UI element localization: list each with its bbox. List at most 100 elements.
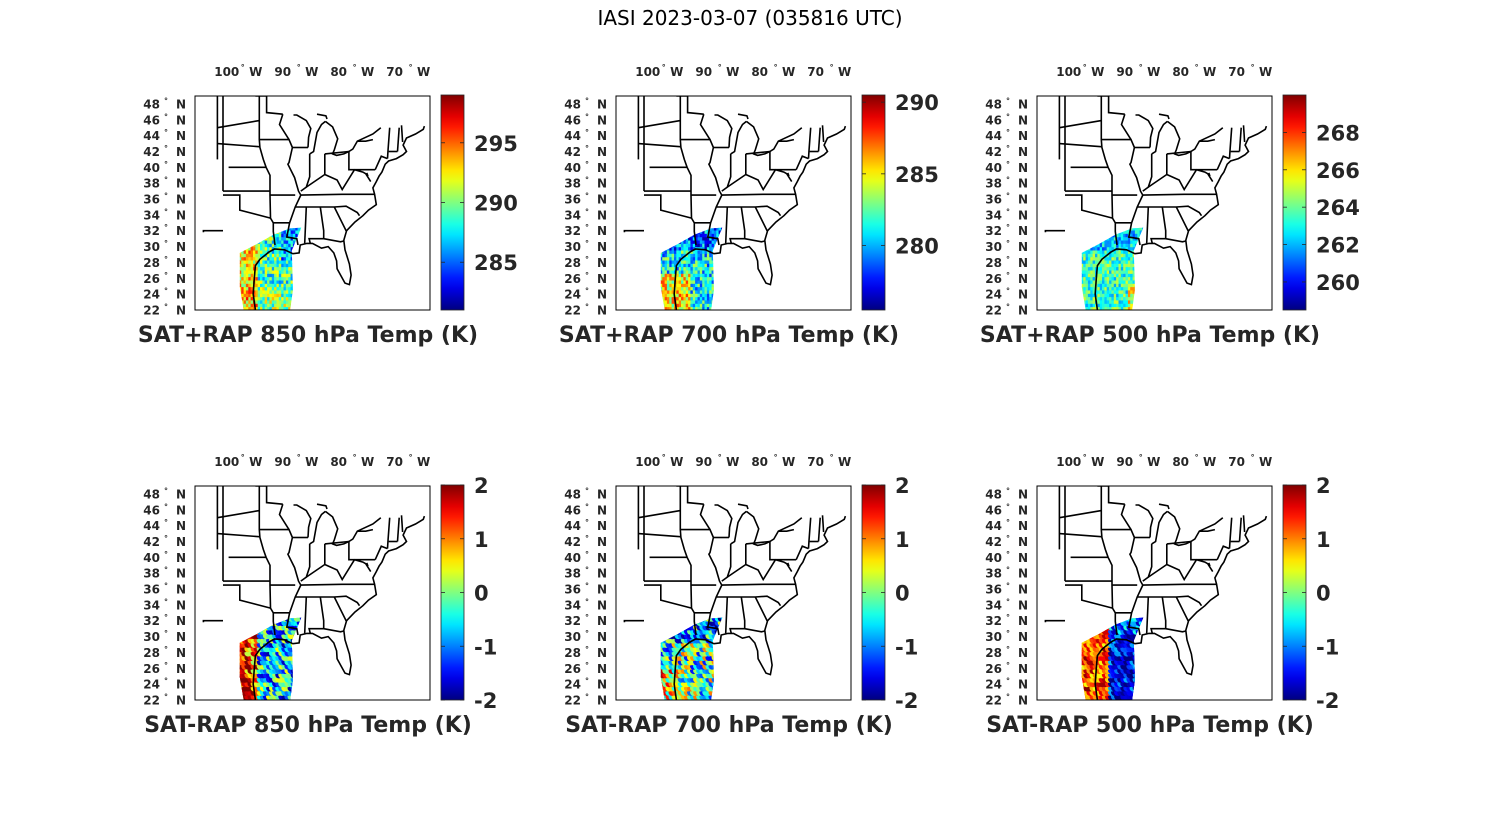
svg-text:°: °	[1006, 486, 1010, 495]
svg-text:N: N	[597, 662, 607, 676]
latitude-label: 46 ° N	[143, 502, 186, 517]
latitude-label: 38 ° N	[143, 566, 186, 581]
svg-text:°: °	[1006, 502, 1010, 511]
svg-text:34: 34	[143, 208, 160, 222]
svg-text:N: N	[1018, 224, 1028, 238]
svg-text:°: °	[585, 566, 589, 575]
longitude-label: 70 ° W	[386, 63, 430, 79]
svg-text:N: N	[597, 694, 607, 708]
svg-text:70: 70	[807, 455, 824, 469]
svg-text:22: 22	[564, 304, 581, 318]
latitude-label: 48 ° N	[143, 96, 186, 111]
svg-text:48: 48	[143, 487, 160, 501]
svg-text:28: 28	[143, 256, 160, 270]
svg-text:°: °	[1006, 693, 1010, 702]
colorbar-tick-label: 1	[474, 528, 489, 552]
svg-text:°: °	[164, 645, 168, 654]
svg-text:°: °	[1139, 453, 1143, 462]
svg-text:°: °	[774, 453, 778, 462]
latitude-label: 32 ° N	[985, 223, 1028, 238]
svg-text:42: 42	[985, 535, 1002, 549]
svg-text:38: 38	[143, 567, 160, 581]
map-frame	[1036, 95, 1273, 311]
panel-sat-minus-rap-700: 100 ° W 90 ° W 80 ° W 70 ° W 48 ° N 46 ° N 44 ° N 42 ° N 40 ° N 38 °…	[549, 452, 1029, 752]
map-panel-svg: 100 ° W 90 ° W 80 ° W 70 ° W48 ° N46 ° N44 ° N42 ° N40 ° N38 °…	[564, 453, 918, 738]
map-background	[195, 486, 430, 700]
svg-text:°: °	[164, 255, 168, 264]
svg-text:°: °	[409, 453, 413, 462]
svg-text:30: 30	[564, 630, 581, 644]
svg-text:N: N	[176, 193, 186, 207]
latitude-label: 42 ° N	[143, 534, 186, 549]
colorbar-tick-label: 295	[474, 132, 518, 156]
longitude-label: 100 ° W	[1056, 63, 1104, 79]
state-boundaries	[1044, 486, 1268, 700]
svg-text:N: N	[176, 503, 186, 517]
svg-text:N: N	[1018, 208, 1028, 222]
latitude-label: 36 ° N	[985, 192, 1028, 207]
colorbar-tick-label: -1	[895, 635, 918, 659]
colorbar-tick-label: 285	[474, 251, 518, 275]
svg-text:°: °	[585, 613, 589, 622]
longitude-label: 70 ° W	[807, 63, 851, 79]
svg-text:80: 80	[330, 455, 347, 469]
svg-text:°: °	[241, 453, 245, 462]
svg-text:°: °	[585, 192, 589, 201]
latitude-label: 24 ° N	[564, 287, 607, 302]
latitude-label: 32 ° N	[143, 223, 186, 238]
svg-text:38: 38	[985, 567, 1002, 581]
longitude-label: 90 ° W	[274, 453, 318, 469]
colorbar-tick-label: -1	[474, 635, 497, 659]
svg-text:N: N	[176, 161, 186, 175]
svg-text:°: °	[1006, 255, 1010, 264]
svg-text:N: N	[597, 97, 607, 111]
svg-text:48: 48	[143, 97, 160, 111]
svg-text:36: 36	[143, 193, 160, 207]
latitude-label: 38 ° N	[985, 176, 1028, 191]
panel-title: SAT+RAP 700 hPa Temp (K)	[559, 323, 899, 348]
colorbar-tick-label: 0	[1316, 582, 1331, 606]
svg-text:°: °	[164, 96, 168, 105]
latitude-label: 48 ° N	[985, 486, 1028, 501]
latitude-label: 48 ° N	[564, 486, 607, 501]
svg-text:W: W	[249, 455, 262, 469]
svg-text:N: N	[176, 551, 186, 565]
svg-text:N: N	[1018, 583, 1028, 597]
svg-text:N: N	[176, 129, 186, 143]
svg-text:30: 30	[143, 630, 160, 644]
longitude-label: 100 ° W	[1056, 453, 1104, 469]
svg-text:80: 80	[1172, 65, 1189, 79]
svg-text:°: °	[1006, 613, 1010, 622]
svg-text:°: °	[353, 453, 357, 462]
svg-text:°: °	[1251, 453, 1255, 462]
svg-text:°: °	[1006, 112, 1010, 121]
map-frame	[615, 485, 852, 701]
svg-text:28: 28	[985, 646, 1002, 660]
svg-text:44: 44	[143, 519, 160, 533]
svg-text:°: °	[1006, 303, 1010, 312]
svg-text:N: N	[176, 678, 186, 692]
svg-text:22: 22	[143, 304, 160, 318]
svg-text:°: °	[585, 223, 589, 232]
svg-text:°: °	[164, 112, 168, 121]
svg-text:N: N	[1018, 694, 1028, 708]
latitude-label: 34 ° N	[143, 207, 186, 222]
svg-text:°: °	[585, 629, 589, 638]
latitude-label: 26 ° N	[985, 271, 1028, 286]
latitude-label: 32 ° N	[143, 613, 186, 628]
latitude-label: 40 ° N	[564, 160, 607, 175]
svg-text:°: °	[585, 255, 589, 264]
map-panel-svg: 100 ° W 90 ° W 80 ° W 70 ° W48 ° N46 ° N44 ° N42 ° N40 ° N38 °…	[980, 63, 1360, 348]
svg-text:N: N	[597, 113, 607, 127]
svg-text:W: W	[782, 65, 795, 79]
svg-text:W: W	[1203, 455, 1216, 469]
latitude-label: 26 ° N	[564, 271, 607, 286]
svg-text:N: N	[1018, 630, 1028, 644]
colorbar-tick-label: 2	[895, 474, 910, 498]
longitude-label: 90 ° W	[1116, 453, 1160, 469]
latitude-label: 38 ° N	[564, 566, 607, 581]
state-boundaries	[202, 96, 426, 310]
latitude-label: 26 ° N	[143, 661, 186, 676]
latitude-label: 34 ° N	[564, 597, 607, 612]
svg-text:26: 26	[143, 662, 160, 676]
